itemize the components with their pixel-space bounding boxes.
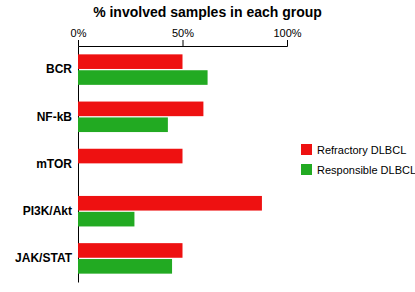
series [78, 54, 262, 257]
tick-mark [183, 40, 184, 46]
tick-label: PI3K/Akt [23, 204, 72, 218]
bar [78, 102, 203, 117]
tick: 0% [71, 27, 87, 46]
bar [78, 196, 262, 211]
bar [78, 117, 168, 132]
tick: BCR [46, 62, 72, 76]
tick-label: NF-kB [37, 110, 73, 124]
tick: PI3K/Akt [23, 204, 72, 218]
legend-label: Refractory DLBCL [317, 144, 406, 156]
legend: Refractory DLBCL Responsible DLBCL [301, 144, 415, 176]
chart: % involved samples in each group 0% 50% 100… [0, 0, 415, 292]
bar [78, 212, 134, 227]
plot: 0% 50% 100% BCR NF-kB mTOR PI3K/Akt JAK/STAT [15, 27, 302, 283]
bar [78, 54, 183, 69]
tick-label: 100% [273, 27, 301, 39]
bar [78, 70, 208, 85]
series [78, 70, 208, 273]
tick-label: JAK/STAT [15, 251, 73, 265]
bar [78, 259, 172, 274]
bar [78, 165, 79, 180]
y-axis: BCR NF-kB mTOR PI3K/Akt JAK/STAT [15, 47, 78, 283]
tick-mark [287, 40, 288, 46]
x-axis: 0% 50% 100% [71, 27, 302, 47]
legend-swatch [301, 144, 312, 155]
legend-item: Refractory DLBCL [301, 144, 406, 156]
tick-label: BCR [46, 62, 72, 76]
legend-swatch [301, 164, 312, 175]
legend-item: Responsible DLBCL [301, 164, 415, 176]
tick-label: 0% [71, 27, 87, 39]
tick: 50% [172, 27, 194, 46]
axis-line [79, 40, 288, 47]
tick: JAK/STAT [15, 251, 73, 265]
tick: mTOR [36, 157, 72, 171]
bars [78, 54, 262, 273]
bar [78, 243, 183, 258]
title: % involved samples in each group [93, 4, 322, 20]
bar [78, 149, 183, 164]
tick-mark [78, 40, 79, 46]
tick: NF-kB [37, 110, 73, 124]
tick-label: 50% [172, 27, 194, 39]
tick-label: mTOR [36, 157, 72, 171]
tick: 100% [273, 27, 301, 46]
legend-label: Responsible DLBCL [317, 164, 415, 176]
